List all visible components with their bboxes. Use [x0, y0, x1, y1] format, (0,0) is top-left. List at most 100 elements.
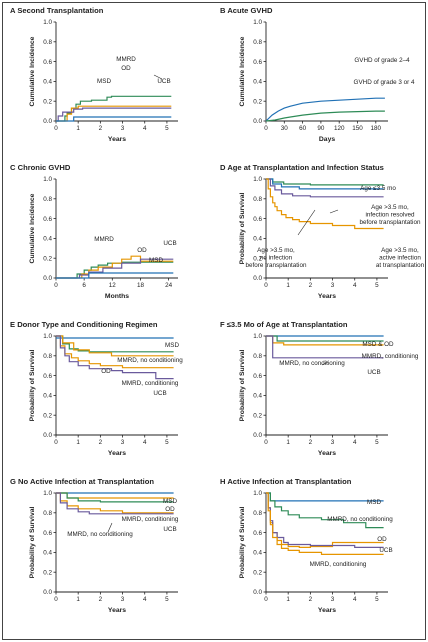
panel-b: B Acute GVHD 0.0 0.2 0.4 0.6 0.8 1.0 0 30 60 90 120…: [214, 4, 424, 161]
series-label-line: Age >3.5 mo,: [371, 204, 409, 211]
series-line-msd: [56, 116, 172, 122]
leader-line: [329, 209, 339, 214]
chart-svg-g: G No Active Infection at Transplantation…: [10, 477, 179, 614]
series-label: UCB: [379, 547, 392, 554]
panel-title-text: No Active Infection at Transplantation: [18, 477, 154, 486]
panel-title: B Acute GVHD: [220, 6, 273, 15]
x-tick-label: 4: [143, 125, 147, 132]
panel-title: D Age at Transplantation and Infection S…: [220, 163, 384, 172]
chart-svg-a: A Second Transplantation 0.0 0.2 0.4 0.6 0.8 1…: [10, 6, 178, 143]
y-tick-label: 0.6: [43, 216, 52, 223]
panel-title-text: Donor Type and Conditioning Regimen: [17, 320, 158, 329]
series-label: MMRD, no conditioning: [279, 360, 345, 367]
x-tick-label: 0: [54, 596, 58, 603]
panel-c: C Chronic GVHD 0.0 0.2 0.4 0.6 0.8 1.0 0 6 12 18 24…: [4, 161, 214, 318]
series-label-line: infection resolved: [365, 211, 415, 218]
x-tick-label: 4: [353, 596, 357, 603]
x-tick-label: 5: [165, 596, 169, 603]
x-axis-label: Years: [318, 450, 336, 457]
series-line-mmrd-no-conditioning: [56, 492, 174, 514]
x-tick-label: 3: [121, 596, 125, 603]
series-line-mmrd-conditioning: [266, 492, 384, 555]
panel-title: A Second Transplantation: [10, 6, 104, 15]
series-label-line: Age >3.5 mo,: [257, 247, 295, 254]
series-label: MMRD, conditioning: [122, 380, 179, 387]
y-axis-label: Cumulative Incidence: [239, 36, 246, 106]
series-label: OD: [101, 368, 111, 375]
x-tick-label: 60: [299, 125, 307, 132]
x-tick-label: 4: [353, 282, 357, 289]
series-line-age-3-5-mo-active-infection-at-transplantation: [266, 178, 384, 230]
leader-line: [107, 522, 113, 533]
x-tick-label: 1: [76, 125, 80, 132]
y-axis-label: Probability of Survival: [239, 350, 246, 422]
x-tick-label: 1: [286, 282, 290, 289]
y-tick-label: 1.0: [253, 19, 262, 26]
leader-line: [153, 74, 163, 80]
x-tick-label: 4: [143, 439, 147, 446]
y-tick-label: 0.2: [253, 569, 262, 576]
panel-letter: A: [10, 6, 17, 15]
series-label: GVHD of grade 2–4: [354, 57, 410, 64]
y-axis-label: Probability of Survival: [29, 350, 36, 422]
y-tick-label: 1.0: [253, 176, 262, 183]
series-label-line: no infection: [260, 254, 293, 261]
series-label-line: Age >3.5 mo,: [381, 247, 419, 254]
x-tick-label: 3: [121, 125, 125, 132]
series-label: MSD & OD: [362, 341, 394, 348]
y-tick-label: 0.8: [43, 196, 52, 203]
series-label: MSD: [149, 257, 163, 264]
series-label: MMRD: [116, 56, 136, 63]
x-tick-label: 3: [331, 282, 335, 289]
x-tick-label: 6: [82, 282, 86, 289]
panel-title-text: Active Infection at Transplantation: [227, 477, 351, 486]
x-tick-label: 150: [352, 125, 363, 132]
y-axis-label: Probability of Survival: [29, 507, 36, 579]
series-label: Age >3.5 mo, infection resolved before tra…: [360, 204, 421, 226]
series-line-od: [56, 105, 172, 122]
panel-title: F ≤3.5 Mo of Age at Transplantation: [220, 320, 348, 329]
x-tick-label: 24: [165, 282, 173, 289]
x-axis-label: Years: [318, 293, 336, 300]
series-label: MMRD: [94, 236, 114, 243]
series-label-line: before transplantation: [246, 262, 307, 269]
series-line-gvhd-of-grade-2-4: [265, 97, 385, 122]
panel-title-text: ≤3.5 Mo of Age at Transplantation: [227, 320, 348, 329]
x-tick-label: 0: [54, 125, 58, 132]
series-label: Age >3.5 mo, active infection at transplan…: [376, 247, 425, 269]
y-tick-label: 1.0: [253, 490, 262, 497]
panel-title-text: Chronic GVHD: [18, 163, 71, 172]
panel-title-text: Second Transplantation: [17, 6, 103, 15]
y-tick-label: 0.6: [253, 373, 262, 380]
panel-title: C Chronic GVHD: [10, 163, 71, 172]
y-tick-label: 0.4: [43, 550, 52, 557]
series-line-ucb: [56, 258, 174, 279]
series-line-mmrd-conditioning: [56, 335, 174, 369]
y-tick-label: 0.2: [43, 569, 52, 576]
series-label: OD: [377, 536, 387, 543]
series-line-ucb: [266, 492, 384, 548]
x-tick-label: 0: [264, 125, 268, 132]
panel-letter: B: [220, 6, 227, 15]
series-label: OD: [121, 65, 131, 72]
y-tick-label: 0.4: [43, 236, 52, 243]
x-axis-label: Days: [319, 136, 335, 143]
x-tick-label: 1: [286, 439, 290, 446]
x-tick-label: 1: [76, 596, 80, 603]
x-axis-label: Months: [105, 293, 129, 300]
series-line-od: [56, 335, 174, 357]
x-tick-label: 0: [264, 439, 268, 446]
panel-a: A Second Transplantation 0.0 0.2 0.4 0.6 0.8 1…: [4, 4, 214, 161]
x-tick-label: 5: [165, 125, 169, 132]
series-label-line: active infection: [379, 254, 421, 261]
panel-title-text: Acute GVHD: [227, 6, 273, 15]
series-label: GVHD of grade 3 or 4: [354, 79, 415, 86]
series-line-age-3-5-mo-infection-resolved-before-transplantation: [266, 178, 384, 198]
chart-svg-d: D Age at Transplantation and Infection S…: [220, 163, 425, 300]
y-tick-label: 0.4: [43, 79, 52, 86]
series-label: UCB: [157, 78, 170, 85]
panel-h: H Active Infection at Transplantation 0.0…: [214, 475, 424, 632]
series-label: MSD: [97, 78, 111, 85]
panel-d: D Age at Transplantation and Infection S…: [214, 161, 425, 318]
y-tick-label: 0.4: [253, 393, 262, 400]
